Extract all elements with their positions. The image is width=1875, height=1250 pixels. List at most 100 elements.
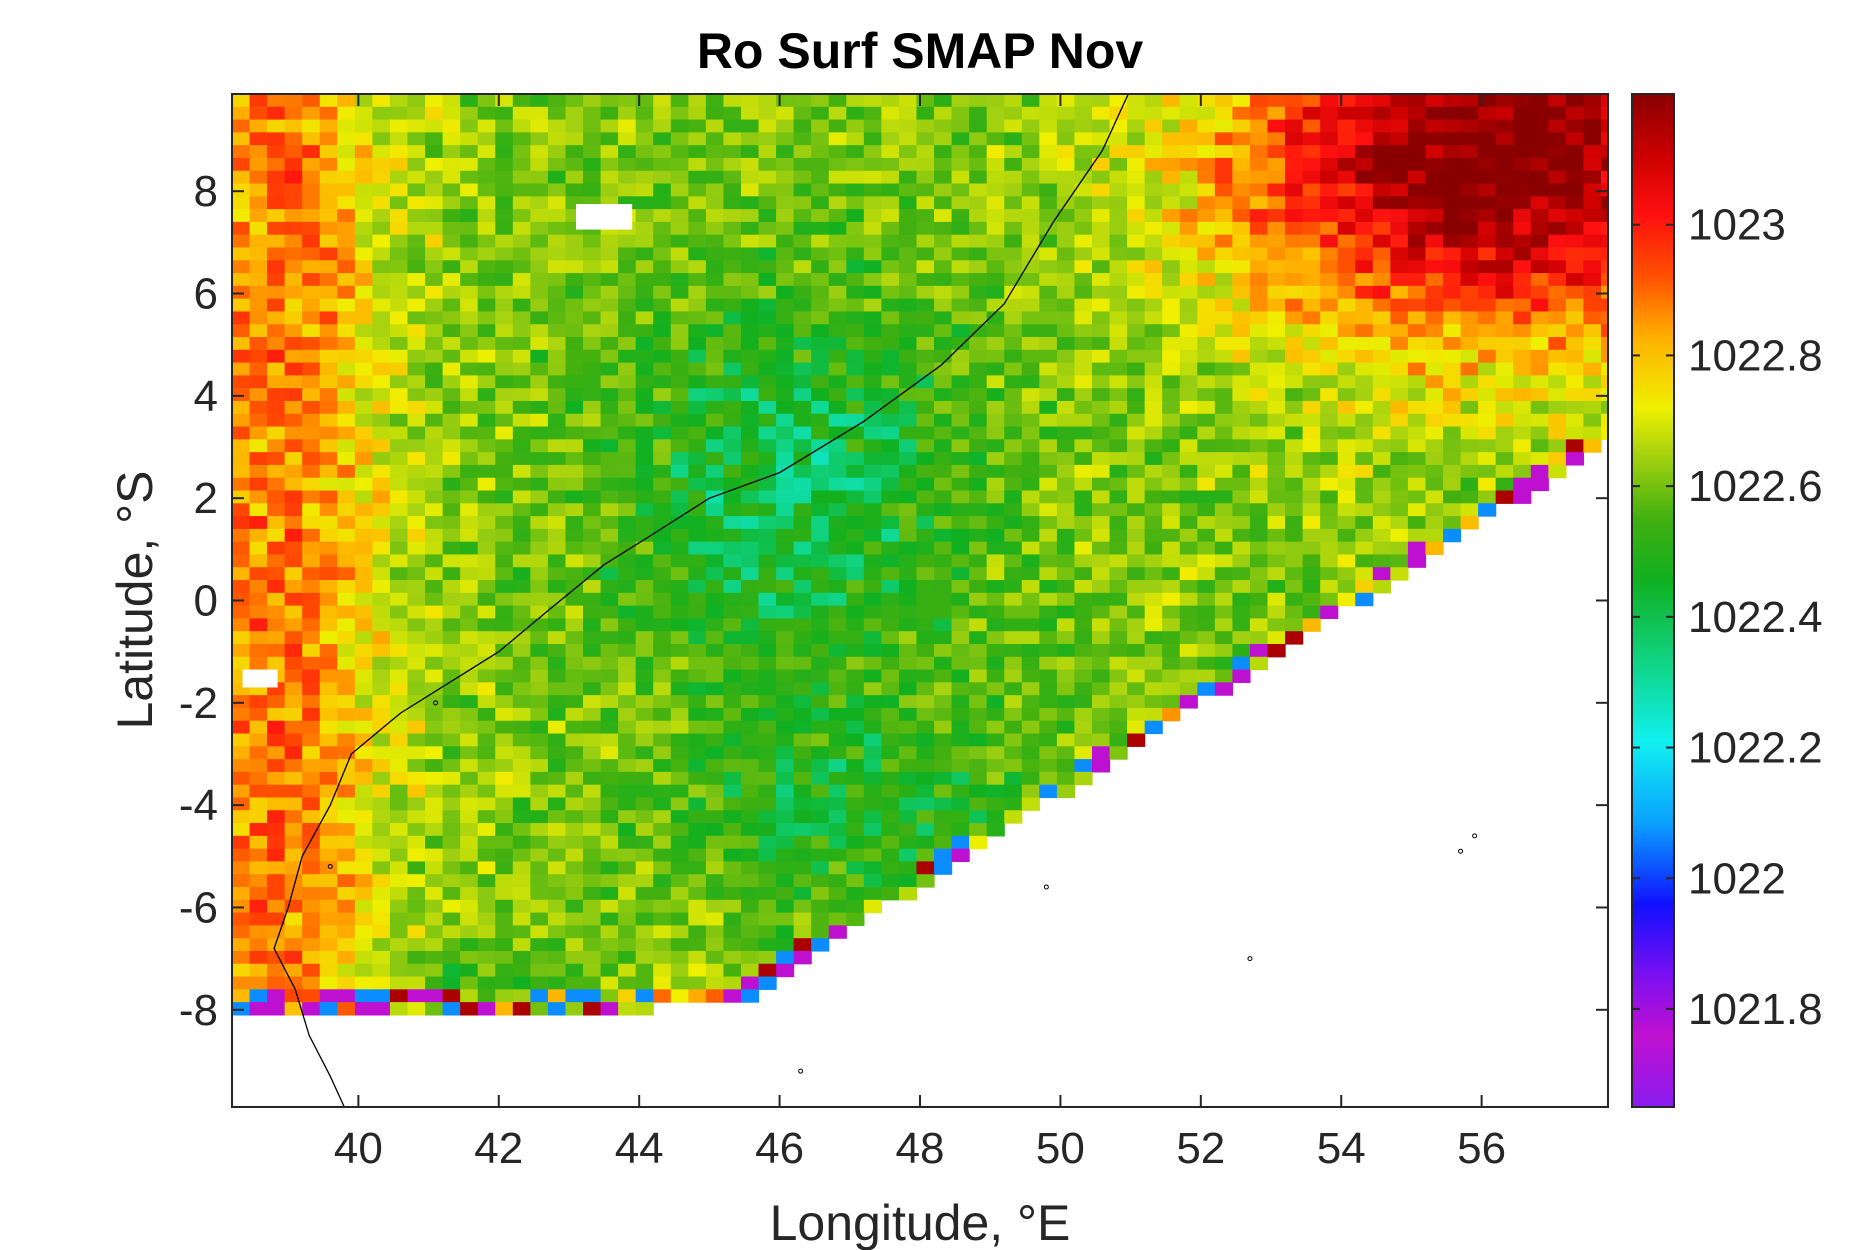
heatmap-cell bbox=[302, 912, 321, 926]
heatmap-cell bbox=[495, 746, 514, 760]
heatmap-cell bbox=[232, 887, 251, 901]
heatmap-cell bbox=[249, 490, 268, 504]
heatmap-cell bbox=[793, 119, 812, 133]
heatmap-cell bbox=[635, 592, 654, 607]
heatmap-cell bbox=[1249, 234, 1269, 249]
heatmap-cell bbox=[495, 439, 514, 453]
heatmap-cell bbox=[583, 925, 602, 939]
heatmap-cell bbox=[1197, 247, 1216, 261]
heatmap-cell bbox=[565, 925, 584, 939]
heatmap-cell bbox=[530, 963, 549, 978]
heatmap-cell bbox=[249, 695, 268, 709]
heatmap-cell bbox=[407, 605, 426, 620]
heatmap-cell bbox=[389, 938, 409, 952]
heatmap-cell bbox=[232, 656, 251, 671]
heatmap-cell bbox=[1179, 477, 1198, 492]
heatmap-cell bbox=[1127, 145, 1146, 159]
heatmap-cell bbox=[477, 439, 496, 453]
heatmap-cell bbox=[1495, 324, 1514, 338]
heatmap-cell bbox=[881, 209, 900, 223]
heatmap-cell bbox=[1565, 298, 1585, 313]
heatmap-cell bbox=[1074, 643, 1093, 658]
heatmap-cell bbox=[565, 848, 584, 863]
heatmap-cell bbox=[337, 362, 356, 376]
heatmap-cell bbox=[1372, 349, 1391, 364]
heatmap-cell bbox=[1600, 375, 1608, 389]
heatmap-cell bbox=[793, 170, 812, 185]
heatmap-cell bbox=[1074, 298, 1093, 313]
heatmap-cell bbox=[670, 682, 689, 696]
heatmap-cell bbox=[635, 477, 654, 492]
heatmap-cell bbox=[1021, 145, 1040, 159]
heatmap-cell bbox=[828, 439, 847, 453]
heatmap-cell bbox=[512, 490, 531, 504]
heatmap-cell bbox=[758, 938, 777, 952]
heatmap-cell bbox=[986, 682, 1005, 696]
heatmap-cell bbox=[1267, 477, 1286, 492]
heatmap-cell bbox=[407, 950, 426, 965]
heatmap-cell bbox=[1092, 759, 1111, 773]
heatmap-cell bbox=[1039, 388, 1058, 402]
heatmap-cell bbox=[284, 324, 303, 338]
heatmap-cell bbox=[705, 950, 725, 965]
heatmap-cell bbox=[1179, 298, 1198, 313]
heatmap-cell bbox=[565, 669, 584, 683]
heatmap-cell bbox=[723, 94, 742, 108]
heatmap-cell bbox=[740, 157, 760, 172]
heatmap-cell bbox=[425, 823, 444, 837]
heatmap-cell bbox=[530, 848, 549, 863]
heatmap-cell bbox=[653, 439, 672, 453]
heatmap-cell bbox=[951, 720, 970, 735]
heatmap-cell bbox=[565, 797, 584, 811]
heatmap-cell bbox=[916, 170, 935, 185]
heatmap-cell bbox=[1127, 400, 1146, 415]
heatmap-cell bbox=[442, 324, 461, 338]
heatmap-cell bbox=[1337, 439, 1356, 453]
heatmap-cell bbox=[986, 528, 1005, 543]
heatmap-cell bbox=[635, 157, 654, 172]
heatmap-cell bbox=[758, 605, 777, 620]
heatmap-cell bbox=[1214, 554, 1234, 568]
heatmap-cell bbox=[284, 771, 303, 786]
heatmap-cell bbox=[284, 656, 303, 671]
heatmap-cell bbox=[1074, 733, 1093, 747]
heatmap-cell bbox=[758, 976, 777, 990]
heatmap-cell bbox=[302, 963, 321, 978]
heatmap-cell bbox=[1530, 119, 1549, 133]
heatmap-cell bbox=[1127, 503, 1146, 517]
heatmap-cell bbox=[811, 823, 830, 837]
heatmap-cell bbox=[249, 247, 268, 261]
heatmap-cell bbox=[881, 388, 900, 402]
heatmap-cell bbox=[512, 388, 531, 402]
heatmap-cell bbox=[618, 618, 637, 632]
heatmap-cell bbox=[407, 580, 426, 594]
heatmap-cell bbox=[477, 388, 496, 402]
heatmap-cell bbox=[583, 464, 602, 479]
heatmap-cell bbox=[249, 234, 268, 249]
heatmap-cell bbox=[1249, 145, 1269, 159]
heatmap-cell bbox=[372, 912, 391, 926]
heatmap-cell bbox=[354, 554, 374, 568]
heatmap-cell bbox=[284, 157, 303, 172]
heatmap-cell bbox=[653, 503, 672, 517]
heatmap-cell bbox=[407, 349, 426, 364]
heatmap-cell bbox=[232, 528, 251, 543]
heatmap-cell bbox=[302, 349, 321, 364]
heatmap-cell bbox=[811, 682, 830, 696]
heatmap-cell bbox=[776, 324, 795, 338]
heatmap-cell bbox=[688, 605, 707, 620]
heatmap-cell bbox=[723, 567, 742, 581]
heatmap-cell bbox=[1056, 119, 1076, 133]
heatmap-cell bbox=[284, 311, 303, 325]
heatmap-cell bbox=[723, 260, 742, 274]
heatmap-cell bbox=[1425, 157, 1444, 172]
heatmap-cell bbox=[951, 618, 970, 632]
heatmap-cell bbox=[863, 362, 882, 376]
heatmap-cell bbox=[407, 643, 426, 658]
heatmap-cell bbox=[1232, 119, 1251, 133]
heatmap-cell bbox=[828, 567, 847, 581]
heatmap-cell bbox=[670, 490, 689, 504]
heatmap-cell bbox=[1109, 746, 1128, 760]
heatmap-cell bbox=[881, 784, 900, 799]
heatmap-cell bbox=[354, 695, 374, 709]
